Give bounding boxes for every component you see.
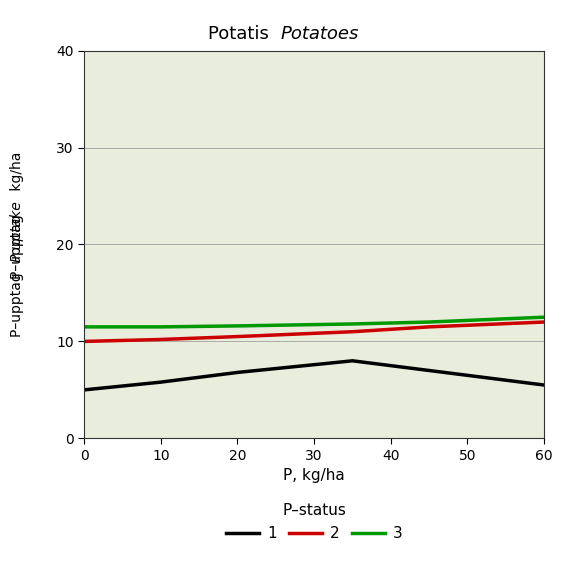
Text: kg/ha: kg/ha — [10, 152, 24, 196]
Text: P uptake: P uptake — [10, 202, 24, 262]
Text: Potatis: Potatis — [208, 25, 280, 43]
Text: Potatoes: Potatoes — [280, 25, 359, 43]
Legend: 1, 2, 3: 1, 2, 3 — [219, 497, 409, 547]
Text: P–upptag: P–upptag — [10, 210, 24, 279]
Text: P–upptag: P–upptag — [10, 268, 24, 337]
X-axis label: P, kg/ha: P, kg/ha — [283, 468, 345, 483]
